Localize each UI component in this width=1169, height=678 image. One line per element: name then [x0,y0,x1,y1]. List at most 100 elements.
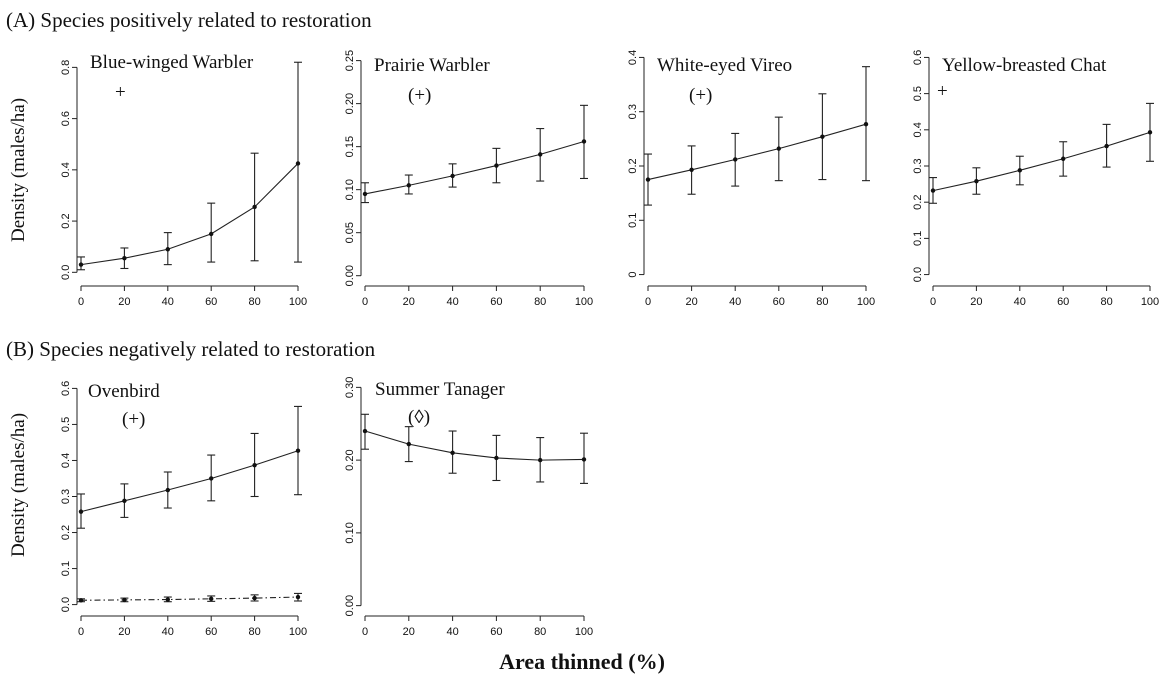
y-tick-label: 0.00 [344,595,356,616]
x-tick-label: 60 [490,626,502,638]
data-point [538,152,543,157]
y-tick-label: 0.6 [912,50,924,65]
data-point [122,256,127,261]
data-point [252,595,257,601]
x-tick-label: 80 [816,296,828,308]
data-point [295,161,301,166]
data-point [78,262,84,267]
y-tick-label: 0.15 [344,136,356,157]
data-point [1104,143,1109,149]
significance-mark: + [115,82,126,103]
data-point [362,191,368,197]
y-tick-label: 0.8 [60,60,72,75]
significance-mark: (+) [122,409,145,430]
y-tick-label: 0.3 [912,158,924,173]
x-tick-label: 60 [773,296,785,308]
data-point [209,476,214,481]
y-tick-label: 0.20 [344,449,356,470]
panel-2: White-eyed Vireo (+) 0 0.1 0.2 0.3 0.4 0 20 40 60 8… [627,50,875,308]
y-tick-label: 0.25 [344,50,356,71]
data-point [1147,130,1153,135]
y-tick-label: 0.10 [344,179,356,200]
x-axis-label: Area thinned (%) [499,649,665,674]
x-tick-label: 100 [289,296,307,308]
y-tick-label: 0.05 [344,222,356,243]
x-tick-label: 20 [403,296,415,308]
data-point [295,448,301,453]
data-point [494,163,499,168]
series-line [647,123,867,181]
x-tick-label: 40 [446,626,458,638]
series-line [364,140,585,195]
y-tick-label: 0.4 [60,453,72,468]
x-tick-label: 0 [78,296,84,308]
section-b-title: (B) Species negatively related to restor… [6,337,376,361]
x-tick-label: 0 [362,296,368,308]
data-point [733,157,738,162]
panel-3: Yellow-breasted Chat +0.0 0.1 0.2 0.3 0.4 0.5 0… [912,50,1159,308]
y-tick-label: 0.00 [344,265,356,286]
data-point [930,188,936,193]
x-tick-label: 20 [403,626,415,638]
y-axis-label-a: Density (males/ha) [8,98,29,242]
x-tick-label: 0 [645,296,651,308]
data-point [362,428,368,434]
x-tick-label: 20 [970,296,982,308]
panel-title: Yellow-breasted Chat [942,55,1107,76]
data-point [78,509,84,514]
series-line [932,131,1151,192]
y-tick-label: 0.2 [60,213,72,228]
data-point [863,122,869,127]
x-tick-label: 60 [1057,296,1069,308]
x-tick-label: 60 [205,626,217,638]
data-point [820,134,825,139]
y-axis-label-b: Density (males/ha) [8,413,29,557]
x-tick-label: 80 [1100,296,1112,308]
x-tick-label: 80 [534,296,546,308]
series-line [80,163,299,266]
data-point [406,441,411,447]
data-point [252,462,257,468]
y-tick-label: 0.1 [627,213,639,228]
data-point [776,146,781,151]
data-point [689,167,694,172]
x-tick-label: 60 [205,296,217,308]
x-tick-label: 0 [78,626,84,638]
y-tick-label: 0.20 [344,93,356,114]
x-tick-label: 100 [575,626,593,638]
data-point [252,204,257,210]
x-tick-label: 100 [1141,296,1159,308]
panel-title: Prairie Warbler [374,55,490,76]
data-point [209,596,214,602]
x-tick-label: 40 [729,296,741,308]
y-tick-label: 0.0 [60,597,72,612]
data-point [538,457,543,463]
data-point [165,597,170,602]
significance-mark: (◊) [408,407,430,428]
y-tick-label: 0.6 [60,111,72,126]
panels: Blue-winged Warbler +0.0 0.2 0.4 0.6 0.8 0 20 40… [60,50,1159,638]
panel-title: Blue-winged Warbler [90,52,254,73]
x-tick-label: 80 [248,626,260,638]
y-tick-label: 0.6 [60,381,72,396]
x-tick-label: 40 [162,296,174,308]
panel-4: Ovenbird (+) 0.0 0.1 0.2 0.3 0.4 0.5 0.6 0 20 40 60 8… [60,381,307,638]
y-tick-label: 0.1 [60,561,72,576]
y-tick-label: 0.3 [627,104,639,119]
y-tick-label: 0.2 [60,525,72,540]
data-point [581,457,587,462]
data-point [581,139,587,144]
y-tick-label: 0 [627,272,639,278]
panel-0: Blue-winged Warbler +0.0 0.2 0.4 0.6 0.8 0 20 40… [60,52,307,308]
data-point [295,594,301,600]
y-tick-label: 0.4 [60,162,72,177]
data-point [494,455,499,461]
x-tick-label: 0 [930,296,936,308]
y-tick-label: 0.5 [60,417,72,432]
data-point [450,450,455,456]
y-tick-label: 0.30 [344,377,356,398]
x-tick-label: 100 [289,626,307,638]
data-point [645,177,651,182]
data-point [1061,156,1066,161]
